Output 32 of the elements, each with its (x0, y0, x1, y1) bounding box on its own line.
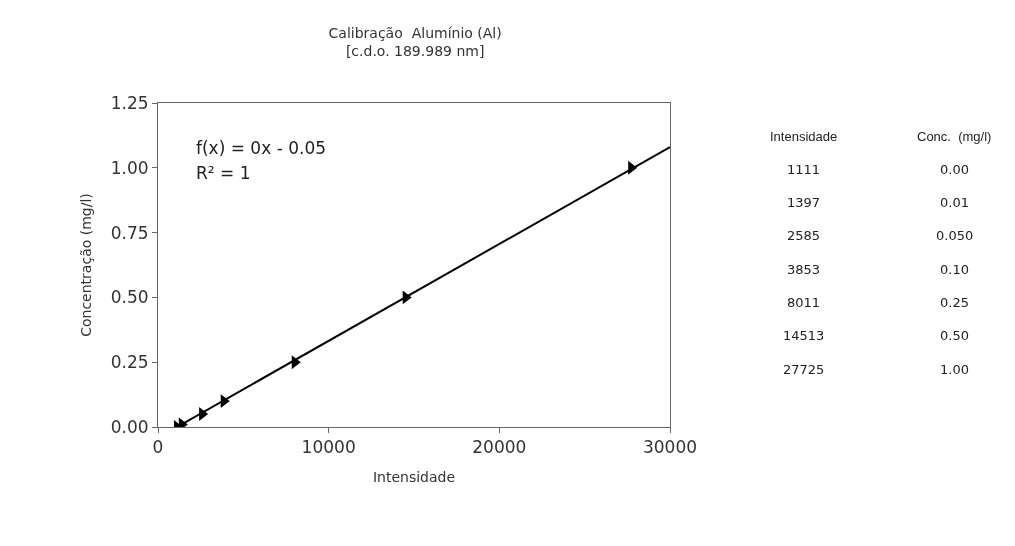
text: 3853 (787, 262, 821, 277)
text: 27725 (783, 362, 825, 377)
y-tick-label: 0.00 (110, 416, 149, 437)
y-tick-label: 0.25 (110, 352, 149, 373)
text: 0.00 (940, 162, 969, 177)
text: Conc. (mg/l) (917, 129, 992, 144)
text: 2585 (787, 228, 821, 243)
text: 0.10 (940, 262, 969, 277)
annotation: R² = 1 (196, 163, 251, 183)
text: Intensidade (770, 129, 838, 144)
y-axis-title: Concentração (mg/l) (78, 193, 95, 337)
text: 0.50 (940, 328, 969, 343)
chart-title: Calibração Alumínio (Al) (328, 25, 502, 42)
x-tick-label: 10000 (301, 437, 356, 458)
annotation: f(x) = 0x - 0.05 (196, 138, 327, 158)
x-tick-label: 30000 (642, 437, 698, 458)
text: 0.050 (936, 228, 974, 243)
text: 0.25 (940, 295, 969, 310)
x-axis-title: Intensidade (372, 468, 456, 485)
text: 1397 (787, 195, 821, 210)
text: 0.01 (940, 195, 969, 210)
y-tick-label: 1.00 (110, 157, 149, 178)
x-tick-label: 0 (152, 437, 164, 458)
x-tick-label: 20000 (472, 437, 527, 458)
text: 14513 (783, 328, 825, 343)
chart-subtitle: [c.d.o. 189.989 nm] (345, 43, 485, 60)
text: 1.00 (940, 362, 969, 377)
y-tick-label: 1.25 (110, 92, 149, 113)
y-tick-label: 0.75 (110, 222, 149, 243)
y-tick-label: 0.50 (110, 287, 149, 308)
text: 1111 (787, 162, 821, 177)
text: 8011 (787, 295, 821, 310)
